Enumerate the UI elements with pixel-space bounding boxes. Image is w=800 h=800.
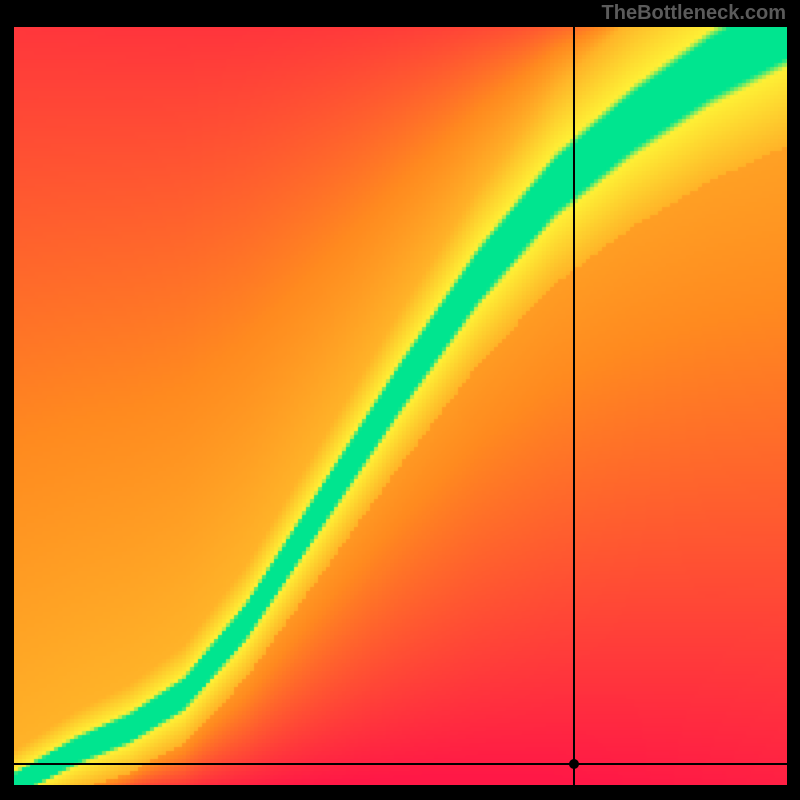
heatmap-canvas <box>14 27 787 785</box>
crosshair-horizontal <box>14 763 787 765</box>
chart-container: TheBottleneck.com <box>0 0 800 800</box>
crosshair-vertical <box>573 27 575 785</box>
watermark-text: TheBottleneck.com <box>602 2 786 25</box>
heatmap-plot <box>14 27 787 785</box>
